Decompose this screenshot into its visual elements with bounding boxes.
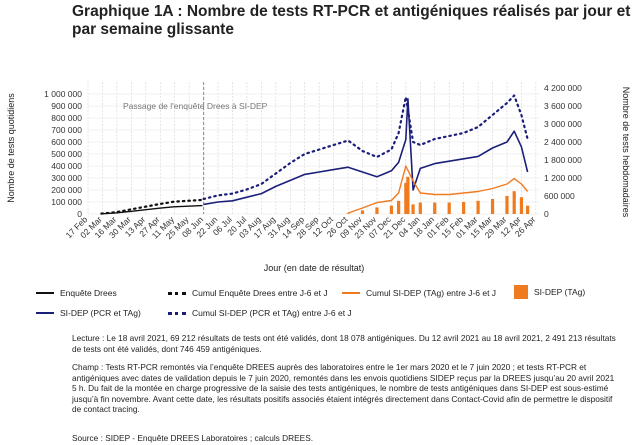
legend-swatch	[36, 292, 54, 294]
tag-bar	[526, 205, 530, 214]
legend-swatch	[168, 311, 186, 315]
tag-bar	[360, 210, 365, 214]
tag-bar	[404, 182, 408, 214]
y-axis-label-right: Nombre de tests hebdomadaires	[621, 87, 631, 218]
y-tick-label-right: 3 000 000	[544, 119, 582, 129]
legend: Enquête Drees Cumul Enquête Drees entre …	[36, 285, 626, 328]
series-lines	[100, 94, 529, 215]
tag-bar	[519, 197, 524, 214]
legend-item-cumul-si-dep-pcr-tag: Cumul SI-DEP (PCR et TAg) entre J-6 et J	[168, 308, 352, 318]
tag-bar	[476, 200, 480, 214]
legend-item-enquete-drees: Enquête Drees	[36, 288, 117, 298]
tag-bar	[346, 213, 350, 214]
tag-bar	[462, 202, 466, 214]
annotation-si-dep: Passage de l'enquête Drees à SI-DEP	[123, 101, 268, 111]
legend-item-cumul-enquete-drees: Cumul Enquête Drees entre J-6 et J	[168, 288, 328, 298]
chart: 0 100 000 200 000 300 000 400 000 500 000 600 …	[6, 82, 631, 273]
legend-item-cumul-si-dep-tag: Cumul SI-DEP (TAg) entre J-6 et J	[342, 288, 496, 298]
tag-bars	[346, 176, 530, 214]
tag-bar	[433, 202, 437, 214]
y-tick-label-left: 200 000	[51, 185, 82, 195]
legend-label: SI-DEP (TAg)	[534, 287, 586, 297]
series-enqu-te-drees-line	[101, 204, 203, 215]
right-axis-ticks: 0 600 000 1 200 000 1 800 000 2 400 000 3 000…	[544, 83, 582, 219]
y-tick-label-left: 400 000	[51, 161, 82, 171]
y-axis-label-left: Nombre de tests quotidiens	[6, 93, 16, 203]
legend-label: SI-DEP (PCR et TAg)	[60, 308, 141, 318]
y-tick-label-right: 1 800 000	[544, 155, 582, 165]
y-tick-label-left: 0	[77, 209, 82, 219]
tag-bar	[418, 202, 422, 214]
y-tick-label-left: 1 000 000	[44, 89, 82, 99]
y-tick-label-left: 700 000	[51, 125, 82, 135]
y-tick-label-left: 800 000	[51, 113, 82, 123]
legend-item-si-dep-tag: SI-DEP (TAg)	[514, 285, 585, 299]
series-cumul-enqu-te-drees-entre-j-6-et-j-line	[100, 198, 204, 215]
legend-swatch	[342, 292, 360, 294]
y-tick-label-right: 600 000	[544, 191, 575, 201]
tag-bar	[411, 204, 415, 214]
legend-label: Cumul SI-DEP (PCR et TAg) entre J-6 et J	[192, 308, 352, 318]
tag-bar	[406, 176, 410, 214]
y-tick-label-left: 100 000	[51, 197, 82, 207]
tag-bar	[375, 207, 379, 214]
y-tick-label-right: 1 200 000	[544, 173, 582, 183]
legend-label: Enquête Drees	[60, 288, 117, 298]
legend-swatch	[168, 291, 186, 295]
y-tick-label-left: 900 000	[51, 101, 82, 111]
y-tick-label-right: 4 200 000	[544, 83, 582, 93]
legend-label: Cumul Enquête Drees entre J-6 et J	[192, 288, 328, 298]
series-cumul-si-dep-pcr-et-tag-entre-j-6-et-j-line	[202, 94, 529, 201]
champ-note: Champ : Tests RT-PCR remontés via l’enqu…	[72, 362, 615, 415]
source-note: Source : SIDEP - Enquête DREES Laboratoi…	[72, 433, 314, 443]
y-tick-label-right: 0	[544, 209, 549, 219]
legend-item-si-dep-pcr-tag: SI-DEP (PCR et TAg)	[36, 308, 141, 318]
legend-swatch	[36, 312, 54, 314]
y-tick-label-left: 500 000	[51, 149, 82, 159]
y-tick-label-left: 600 000	[51, 137, 82, 147]
series-cumul-si-dep-tag-entre-j-6-et-j-line	[347, 165, 529, 214]
y-tick-label-left: 300 000	[51, 173, 82, 183]
y-tick-label-right: 3 600 000	[544, 101, 582, 111]
tag-bar	[389, 205, 393, 214]
y-tick-label-right: 2 400 000	[544, 137, 582, 147]
legend-swatch	[514, 285, 528, 299]
series-si-dep-pcr-et-tag-line	[203, 98, 529, 206]
legend-label: Cumul SI-DEP (TAg) entre J-6 et J	[366, 288, 497, 298]
chart-title: Graphique 1A : Nombre de tests RT-PCR et…	[72, 3, 631, 38]
left-axis-ticks: 0 100 000 200 000 300 000 400 000 500 000 600 …	[44, 89, 82, 219]
tag-bar	[447, 202, 451, 214]
tag-bar	[490, 199, 495, 214]
tag-bar	[397, 200, 401, 214]
tag-bar	[505, 196, 509, 214]
tag-bar	[512, 191, 516, 214]
lecture-note: Lecture : Le 18 avril 2021, 69 212 résul…	[72, 333, 616, 354]
x-axis-label: Jour (en date de résultat)	[264, 263, 365, 273]
